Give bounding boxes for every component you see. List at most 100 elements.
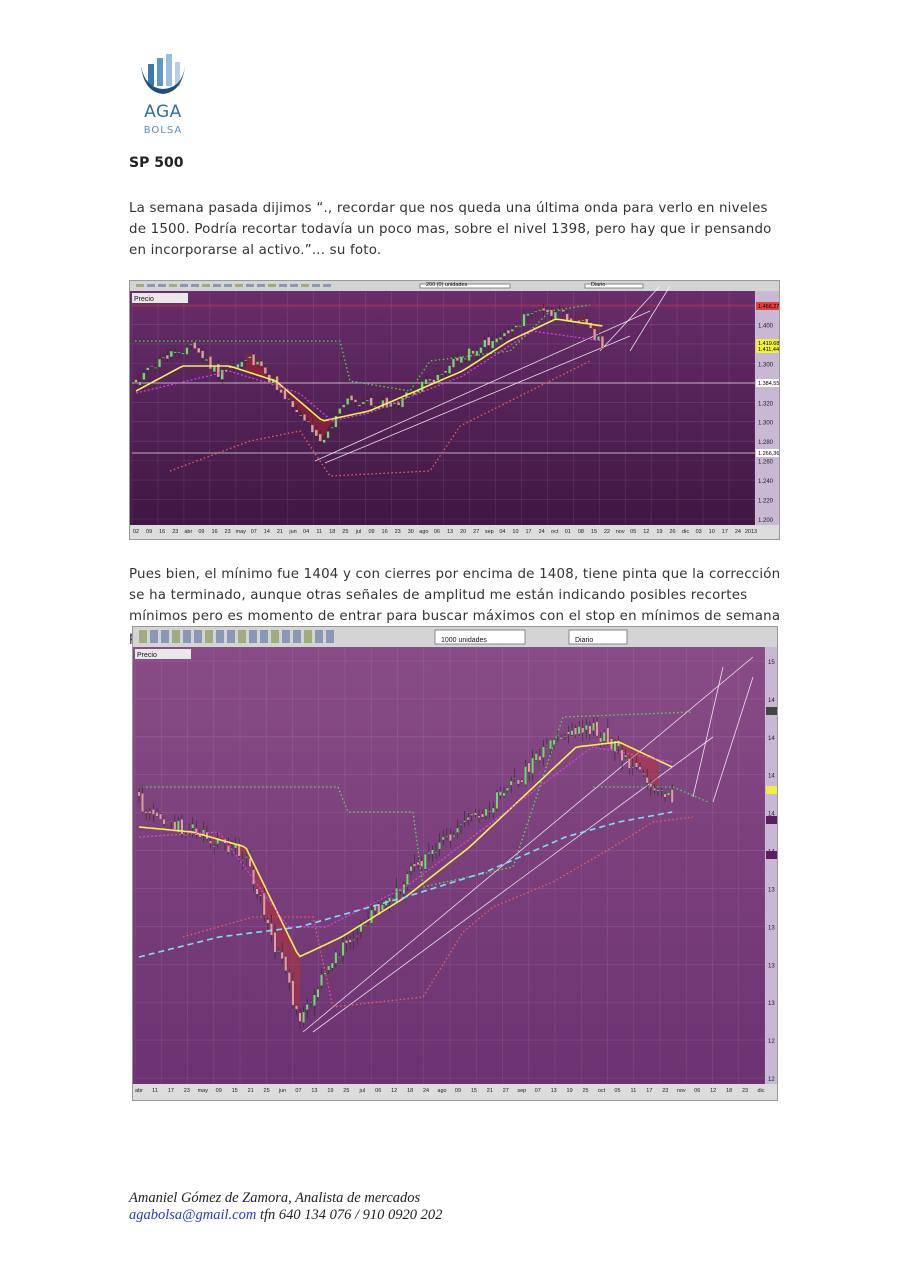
date-tick-label: 13 xyxy=(447,529,453,535)
date-axis xyxy=(133,1084,777,1100)
price-tick-label: 12 xyxy=(768,1077,775,1083)
candle-body xyxy=(483,339,487,348)
candle-body xyxy=(581,727,585,734)
candle-body xyxy=(259,361,263,367)
date-tick-label: 04 xyxy=(499,529,505,535)
date-tick-label: 03 xyxy=(696,529,702,535)
toolbar-tool-icon xyxy=(227,630,235,643)
candle-body xyxy=(596,336,601,341)
toolbar-tool-icon xyxy=(293,630,301,643)
candle-body xyxy=(602,732,606,742)
date-tick-label: 27 xyxy=(503,1088,509,1094)
price-tag-label: 1.384,55 xyxy=(758,381,779,387)
candle-body xyxy=(479,347,483,354)
footer: Amaniel Gómez de Zamora, Analista de mer… xyxy=(129,1190,442,1224)
date-tick-label: may xyxy=(235,529,246,535)
candle-body xyxy=(165,355,169,359)
candle-body xyxy=(527,762,531,773)
candle-body xyxy=(660,789,663,792)
stop-step-line xyxy=(593,786,709,803)
date-tick-label: 01 xyxy=(565,529,571,535)
candle-body xyxy=(534,311,538,313)
candle-body xyxy=(413,863,416,867)
candle-body xyxy=(606,727,610,744)
candle-body xyxy=(151,809,155,815)
candle-body xyxy=(488,810,492,813)
date-tick-label: 16 xyxy=(211,529,217,535)
candle-body xyxy=(341,942,345,956)
price-tick-label: 1.260 xyxy=(758,460,774,466)
candle-body xyxy=(617,740,620,747)
candle-body xyxy=(350,395,354,401)
candle-body xyxy=(397,402,401,406)
date-tick-label: 25 xyxy=(343,1088,349,1094)
candle-body xyxy=(248,356,252,359)
candle-body xyxy=(570,730,574,736)
period-dropdown xyxy=(584,283,644,289)
price-label: Precio xyxy=(137,652,157,659)
candle-body xyxy=(556,735,560,737)
candle-body xyxy=(405,873,409,886)
candle-body xyxy=(549,739,552,750)
candle-body xyxy=(369,397,373,406)
candle-body xyxy=(455,357,459,361)
candle-body xyxy=(355,935,359,937)
candle-body xyxy=(516,779,520,785)
toolbar-tool-icon xyxy=(323,284,331,287)
date-axis xyxy=(130,525,779,539)
candle-body xyxy=(645,777,649,784)
candle-body xyxy=(563,736,567,738)
trend-line xyxy=(302,656,754,1033)
candle-body xyxy=(401,397,405,408)
toolbar-tool-icon xyxy=(202,284,210,287)
date-tick-label: 09 xyxy=(455,1088,461,1094)
candle-body xyxy=(138,381,142,386)
date-tick-label: 07 xyxy=(535,1088,541,1094)
candle-body xyxy=(448,834,452,842)
date-tick-label: 21 xyxy=(248,1088,254,1094)
units-dropdown xyxy=(434,629,526,645)
candle-body xyxy=(663,793,667,798)
toolbar-tool-icon xyxy=(326,630,334,643)
candle-body xyxy=(487,336,491,346)
toolbar-tool-icon xyxy=(183,630,191,643)
candle-body xyxy=(348,939,352,943)
candle-body xyxy=(244,856,248,858)
candle-body xyxy=(436,374,440,381)
page-title: SP 500 xyxy=(129,155,184,171)
date-tick-label: 16 xyxy=(159,529,165,535)
logo-brand: AGA xyxy=(144,102,182,122)
footer-phone: tfn 640 134 076 / 910 0920 202 xyxy=(259,1207,443,1223)
candle-body xyxy=(510,329,514,332)
candle-body xyxy=(520,779,524,783)
candle-body xyxy=(530,312,534,315)
price-tag-label: 1.419,68 xyxy=(758,341,779,347)
footer-contact: agabolsa@gmail.com tfn 640 134 076 / 910… xyxy=(129,1207,442,1224)
toolbar-tool-icon xyxy=(161,630,169,643)
candle-body xyxy=(600,335,604,349)
candle-body xyxy=(338,408,342,414)
date-tick-label: 15 xyxy=(471,1088,477,1094)
candle-body xyxy=(545,745,549,747)
candle-body xyxy=(541,746,545,758)
candle-body xyxy=(440,373,444,375)
candle-body xyxy=(470,813,474,816)
date-tick-label: 25 xyxy=(583,1088,589,1094)
price-tick-label: 13 xyxy=(768,1001,775,1007)
toolbar-tool-icon xyxy=(136,284,144,287)
trend-line xyxy=(712,676,754,803)
candle-body xyxy=(241,860,245,862)
price-axis xyxy=(765,647,777,1084)
toolbar-tool-icon xyxy=(301,284,309,287)
toolbar-tool-icon xyxy=(150,630,158,643)
toolbar-tool-icon xyxy=(139,630,147,643)
date-tick-label: 11 xyxy=(152,1088,158,1094)
candle-body xyxy=(189,344,193,346)
footer-email-link[interactable]: agabolsa@gmail.com xyxy=(129,1207,257,1223)
candle-body xyxy=(316,988,320,998)
candle-body xyxy=(154,367,158,369)
toolbar-tool-icon xyxy=(213,284,221,287)
candle-body xyxy=(181,352,185,355)
candle-body xyxy=(184,834,187,836)
candle-body xyxy=(451,358,456,368)
